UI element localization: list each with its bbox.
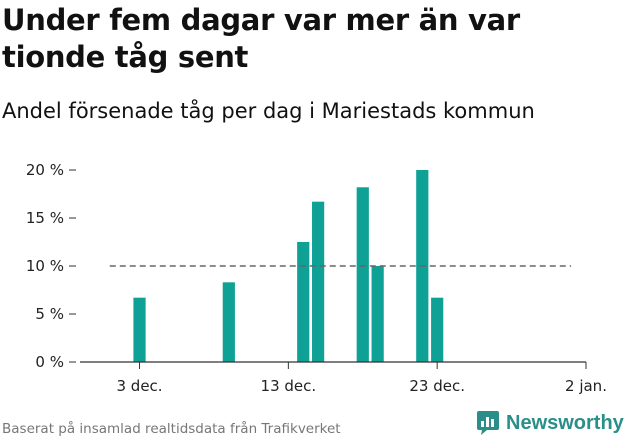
y-tick-label: 0 % — [35, 353, 64, 371]
y-axis: 0 % 5 % 10 % 15 % 20 % — [26, 161, 76, 371]
bar — [222, 282, 235, 362]
chart-title: Under fem dagar var mer än var tionde tå… — [2, 3, 520, 74]
bar — [356, 187, 369, 362]
bar-chart: 0 % 5 % 10 % 15 % 20 % 3 dec. 13 dec. 23 dec. 2… — [26, 161, 607, 395]
bar — [312, 201, 325, 362]
y-tick-label: 5 % — [35, 305, 64, 323]
y-tick-label: 10 % — [26, 257, 64, 275]
chart-subtitle: Andel försenade tåg per dag i Mariestads… — [2, 99, 535, 123]
newsworthy-brand: Newsworthy — [476, 408, 624, 438]
x-tick-label: 23 dec. — [409, 377, 465, 395]
bar — [297, 242, 310, 362]
newsworthy-logo-icon — [477, 411, 499, 435]
x-tick-label: 3 dec. — [116, 377, 162, 395]
x-axis: 3 dec. 13 dec. 23 dec. 2 jan. — [80, 361, 607, 395]
bar — [431, 297, 444, 362]
brand-name: Newsworthy — [506, 411, 624, 434]
bar-series — [133, 170, 444, 362]
x-tick-label: 13 dec. — [261, 377, 317, 395]
bar — [371, 266, 384, 362]
bar — [133, 297, 146, 362]
x-tick-label: 2 jan. — [565, 377, 607, 395]
y-tick-label: 15 % — [26, 209, 64, 227]
y-tick-label: 20 % — [26, 161, 64, 179]
source-note: Baserat på insamlad realtidsdata från Tr… — [2, 421, 341, 437]
